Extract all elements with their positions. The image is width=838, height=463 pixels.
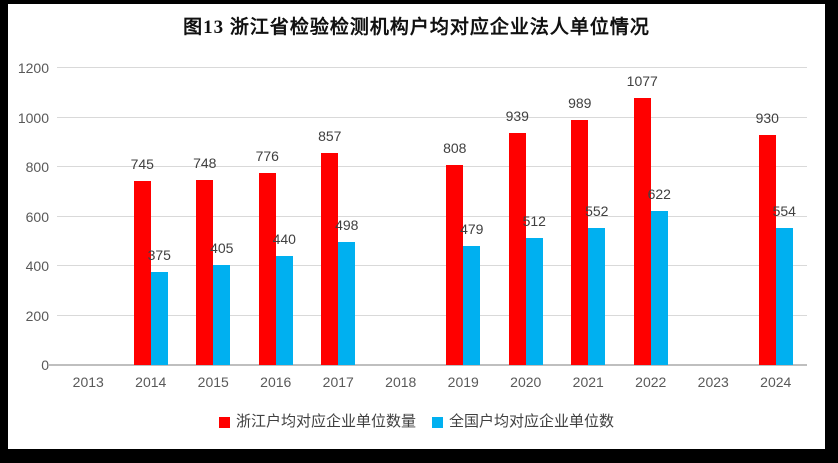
bar-zhejiang-2016: [258, 172, 276, 365]
y-tick-label-600: 600: [25, 208, 49, 225]
bar-label-national-2014: 375: [147, 247, 171, 264]
y-tick-label-1000: 1000: [17, 109, 49, 126]
bar-national-2022: [650, 211, 668, 365]
legend: 浙江户均对应企业单位数量 全国户均对应企业单位数: [8, 413, 825, 431]
bar-label-national-2019: 479: [460, 221, 484, 238]
bar-national-2015: [213, 264, 231, 365]
bar-label-zhejiang-2022: 1077: [626, 73, 658, 90]
bar-national-2021: [588, 228, 606, 365]
bar-label-national-2024: 554: [772, 202, 796, 219]
bar-zhejiang-2021: [571, 120, 589, 365]
bar-zhejiang-2017: [321, 152, 339, 365]
x-tick-label-2023: 2023: [697, 374, 729, 390]
bar-label-zhejiang-2014: 745: [130, 155, 154, 172]
bar-national-2019: [463, 246, 481, 365]
x-tick-label-2016: 2016: [260, 374, 292, 390]
bar-label-zhejiang-2015: 748: [193, 154, 217, 171]
bar-label-zhejiang-2019: 808: [443, 140, 467, 157]
y-tick-label-0: 0: [41, 357, 49, 373]
x-tick-label-2019: 2019: [447, 374, 479, 390]
x-tick-label-2018: 2018: [385, 374, 417, 390]
bar-label-national-2020: 512: [522, 213, 546, 230]
bar-zhejiang-2022: [633, 98, 651, 365]
y-tick-label-1200: 1200: [17, 60, 49, 76]
bar-label-national-2022: 622: [647, 186, 671, 203]
x-tick-label-2017: 2017: [322, 374, 354, 390]
bar-zhejiang-2014: [133, 180, 151, 365]
legend-label: 浙江户均对应企业单位数量: [235, 413, 416, 430]
gridline-200: [57, 314, 807, 316]
bar-label-zhejiang-2021: 989: [568, 95, 592, 112]
x-tick-label-2013: 2013: [72, 374, 104, 390]
bar-national-2016: [275, 256, 293, 365]
bar-national-2024: [775, 227, 793, 365]
bar-label-zhejiang-2020: 939: [505, 107, 529, 124]
bar-label-zhejiang-2016: 776: [255, 147, 279, 164]
plot-area: 745 375 748 405 776 440 857 498 808 479 939 512 989 5…: [49, 67, 807, 366]
bar-label-national-2021: 552: [585, 203, 609, 220]
x-tick-label-2020: 2020: [510, 374, 542, 390]
x-tick-label-2014: 2014: [135, 374, 167, 390]
chart-title: 图13 浙江省检验检测机构户均对应企业法人单位情况: [183, 17, 650, 38]
gridline-600: [57, 215, 807, 217]
bar-national-2017: [338, 241, 356, 365]
x-axis-line: [49, 364, 807, 366]
x-tick-label-2021: 2021: [572, 374, 604, 390]
x-tick-label-2015: 2015: [197, 374, 229, 390]
legend-item-national: 全国户均对应企业单位数: [432, 413, 614, 431]
bar-zhejiang-2020: [508, 132, 526, 365]
gridline-800: [57, 166, 807, 167]
bar-label-national-2015: 405: [210, 239, 234, 256]
bar-zhejiang-2019: [446, 165, 464, 365]
y-tick-label-200: 200: [25, 307, 49, 324]
bar-label-zhejiang-2017: 857: [318, 127, 342, 144]
legend-label: 全国户均对应企业单位数: [449, 413, 615, 430]
bar-zhejiang-2024: [758, 134, 776, 365]
x-tick-label-2022: 2022: [635, 374, 667, 390]
legend-item-zhejiang: 浙江户均对应企业单位数量: [218, 413, 416, 431]
gridline-1000: [57, 116, 807, 118]
legend-swatch-icon: [218, 416, 230, 428]
x-tick-label-2024: 2024: [760, 374, 792, 390]
bar-label-national-2016: 440: [272, 231, 296, 248]
gridline-1200: [57, 67, 807, 68]
bar-national-2020: [525, 238, 543, 365]
bar-label-zhejiang-2024: 930: [755, 109, 779, 126]
bar-zhejiang-2015: [196, 179, 214, 365]
bar-national-2014: [150, 272, 168, 365]
y-tick-label-400: 400: [25, 258, 49, 274]
legend-swatch-icon: [432, 416, 443, 428]
y-tick-label-800: 800: [25, 159, 49, 175]
bar-label-national-2017: 498: [335, 216, 359, 233]
gridline-400: [57, 265, 807, 266]
